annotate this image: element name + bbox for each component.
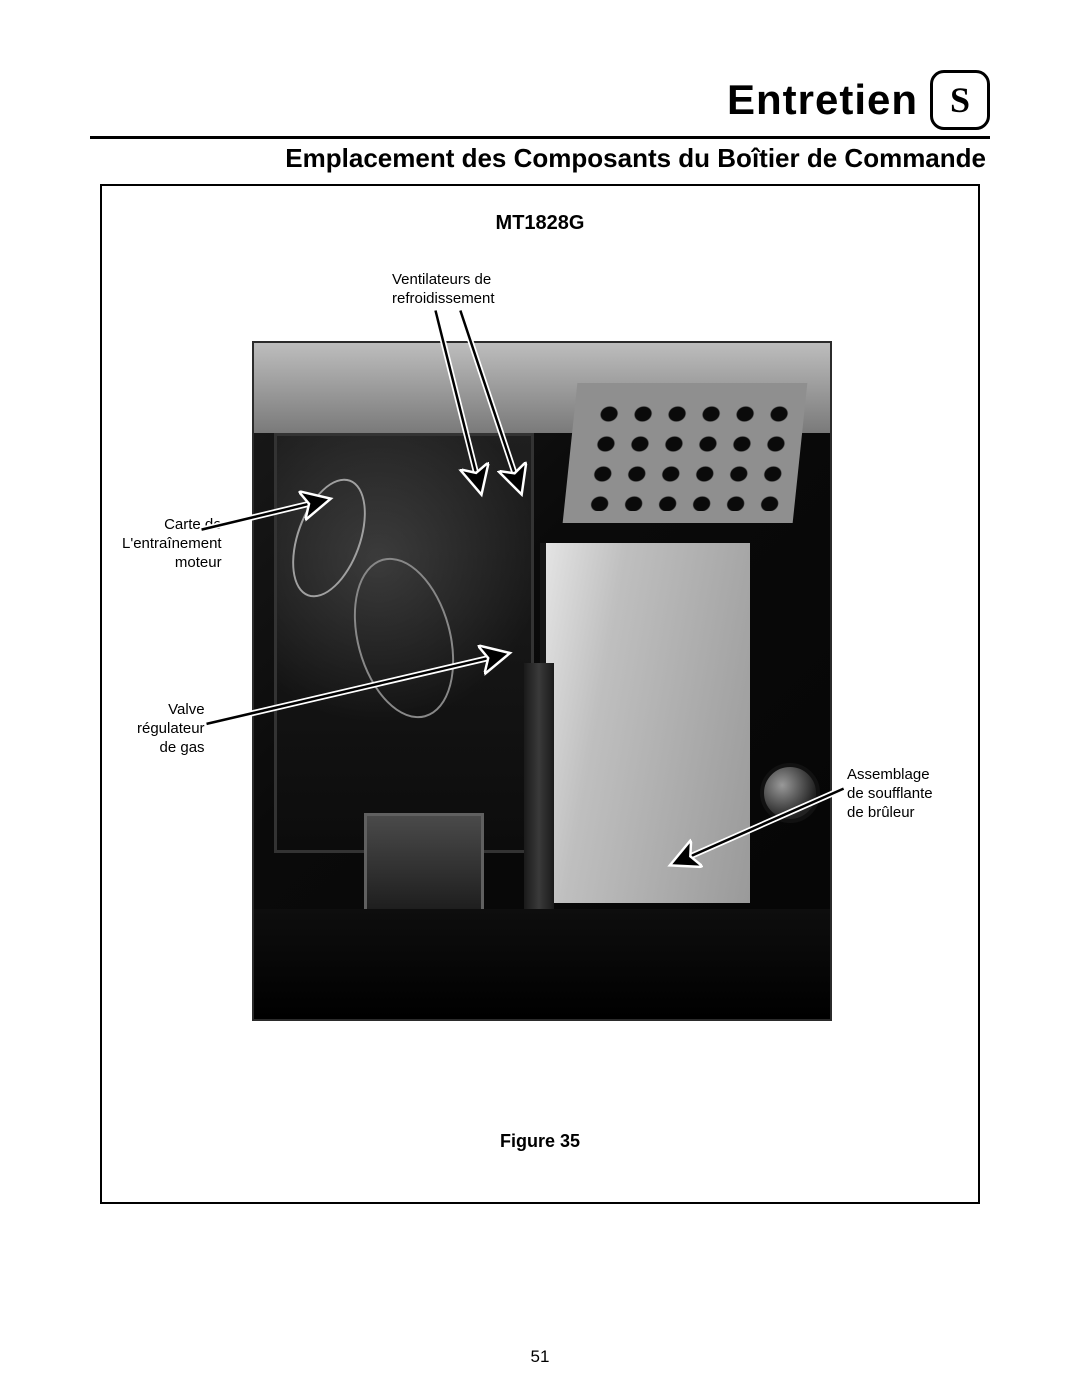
- control-box-photo: [252, 341, 832, 1021]
- page-subtitle: Emplacement des Composants du Boîtier de…: [90, 143, 990, 174]
- page-container: Entretien S Emplacement des Composants d…: [90, 70, 990, 1337]
- header-row: Entretien S: [90, 70, 990, 130]
- brand-logo-icon: S: [930, 70, 990, 130]
- model-label: MT1828G: [496, 212, 585, 235]
- figure-frame: MT1828G Ventilateurs de refroidissement …: [100, 184, 980, 1204]
- photo-gas-pipe: [524, 663, 554, 923]
- figure-caption: Figure 35: [500, 1131, 580, 1152]
- section-title: Entretien: [727, 76, 918, 124]
- callout-cooling-fans: Ventilateurs de refroidissement: [392, 271, 495, 309]
- photo-wiring-area: [274, 433, 534, 853]
- callout-motor-drive-board: Carte de L'entraînement moteur: [122, 516, 222, 572]
- header-rule: [90, 136, 990, 139]
- photo-vent-holes: [576, 395, 794, 511]
- photo-cover-plate: [540, 543, 750, 903]
- photo-transformer-box: [364, 813, 484, 913]
- brand-logo-glyph: S: [950, 79, 970, 121]
- callout-burner-blower-assembly: Assemblage de soufflante de brûleur: [847, 766, 933, 822]
- photo-vent-plate: [563, 383, 808, 523]
- photo-bottom-shadow: [254, 909, 830, 1019]
- callout-gas-regulator-valve: Valve régulateur de gas: [137, 701, 205, 757]
- photo-knob: [760, 763, 820, 823]
- page-number: 51: [531, 1347, 550, 1367]
